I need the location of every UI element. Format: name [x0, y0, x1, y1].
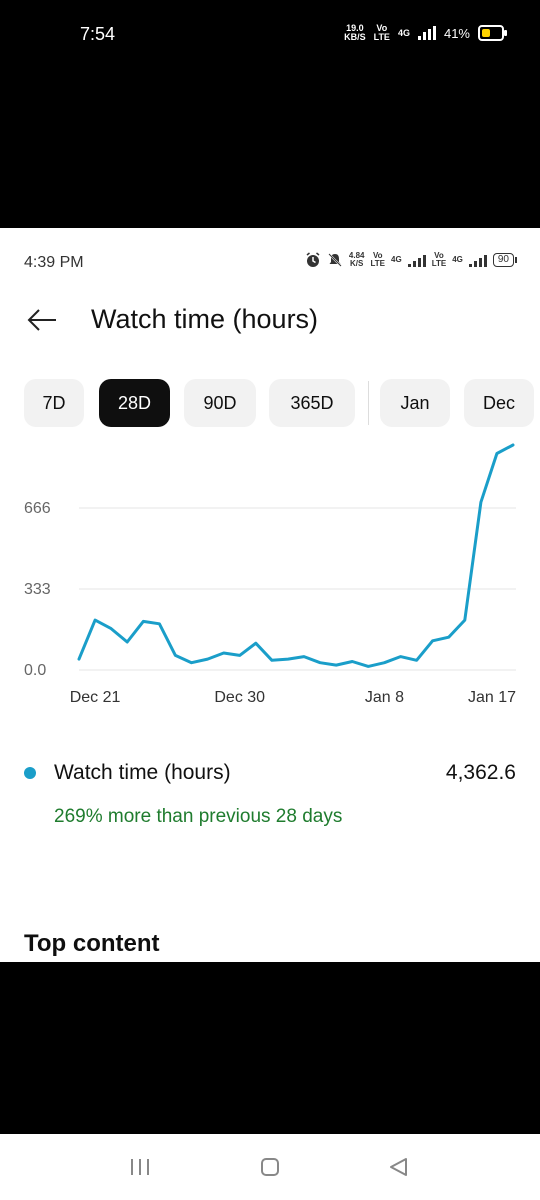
chip-28d[interactable]: 28D — [99, 379, 170, 427]
bell-off-icon — [328, 253, 342, 267]
volte1-bottom: LTE — [370, 259, 386, 268]
battery-icon: 90 — [492, 253, 518, 267]
speed-value: 4.84 — [348, 251, 365, 260]
app-screen: 4:39 PM 4.84 K/S Vo LTE 4G Vo LTE 4G 90 — [0, 228, 540, 962]
outer-battery-percent: 41% — [443, 25, 470, 41]
outer-network-type: 4G — [397, 27, 410, 38]
period-chips: 7D 28D 90D 365D Jan Dec — [24, 379, 540, 427]
outer-volte-bottom: LTE — [373, 32, 390, 42]
chip-divider — [368, 381, 369, 425]
x-tick-label: Jan 17 — [468, 689, 516, 706]
home-square-icon[interactable] — [260, 1156, 280, 1178]
outer-signal-icon — [417, 26, 436, 40]
chip-365d[interactable]: 365D — [269, 379, 355, 427]
metric-value: 4,362.6 — [445, 761, 516, 784]
volte1-top: Vo — [372, 251, 383, 260]
x-tick-label: Jan 8 — [365, 689, 404, 706]
section-title: Top content — [24, 930, 160, 957]
status-icons: 4.84 K/S Vo LTE 4G Vo LTE 4G 90 — [305, 252, 518, 268]
x-axis-labels: Dec 21 Dec 30 Jan 8 Jan 17 — [70, 689, 516, 706]
navigation-bar — [0, 1134, 540, 1200]
outer-status-bar: 7:54 19.0 KB/S Vo LTE 4G 41% — [0, 0, 540, 70]
outer-network-speed: 19.0 KB/S — [344, 24, 366, 42]
data-points — [78, 444, 514, 667]
y-tick-label: 666 — [24, 500, 51, 517]
triangle-back-icon[interactable] — [388, 1156, 410, 1178]
comparison-text: 269% more than previous 28 days — [54, 806, 343, 827]
volte-icon-1: Vo LTE — [371, 252, 386, 268]
chip-jan[interactable]: Jan — [380, 379, 450, 427]
signal-icon-2 — [468, 253, 487, 267]
outer-speed-unit: KB/S — [344, 32, 366, 42]
x-tick-label: Dec 21 — [70, 689, 121, 706]
chip-dec[interactable]: Dec — [464, 379, 534, 427]
alarm-icon — [306, 252, 320, 267]
outer-volte-top: Vo — [376, 23, 388, 33]
watch-time-line — [77, 443, 515, 668]
y-axis-labels: 0.0 333 666 — [24, 500, 51, 679]
chart-grid — [79, 507, 516, 671]
outer-clock: 7:54 — [80, 24, 116, 44]
network-speed: 4.84 K/S — [349, 252, 365, 268]
volte2-top: Vo — [434, 251, 444, 260]
series-color-dot — [24, 767, 36, 779]
volte2-bottom: LTE — [431, 259, 447, 268]
outer-volte-icon: Vo LTE — [374, 24, 390, 42]
watch-time-chart: 0.0 333 666 Dec 21 Dec 30 Jan 8 Jan 17 — [24, 443, 516, 706]
network-type-2: 4G — [452, 255, 463, 264]
chip-7d[interactable]: 7D — [24, 379, 84, 427]
speed-unit: K/S — [350, 259, 364, 268]
page-title: Watch time (hours) — [91, 304, 319, 334]
volte-icon-2: Vo LTE — [432, 252, 447, 268]
status-clock: 4:39 PM — [24, 254, 84, 271]
y-tick-label: 0.0 — [24, 662, 46, 679]
y-tick-label: 333 — [24, 581, 51, 598]
metric-label: Watch time (hours) — [54, 761, 231, 784]
outer-battery-icon — [478, 25, 507, 41]
menu-lines-icon[interactable] — [130, 1156, 150, 1178]
network-type-1: 4G — [391, 255, 402, 264]
x-tick-label: Dec 30 — [214, 689, 265, 706]
outer-speed-value: 19.0 — [346, 23, 364, 33]
arrow-left-icon[interactable] — [26, 306, 58, 334]
outer-status-icons: 19.0 KB/S Vo LTE 4G 41% — [344, 24, 507, 42]
chip-90d[interactable]: 90D — [184, 379, 256, 427]
signal-icon-1 — [407, 253, 426, 267]
